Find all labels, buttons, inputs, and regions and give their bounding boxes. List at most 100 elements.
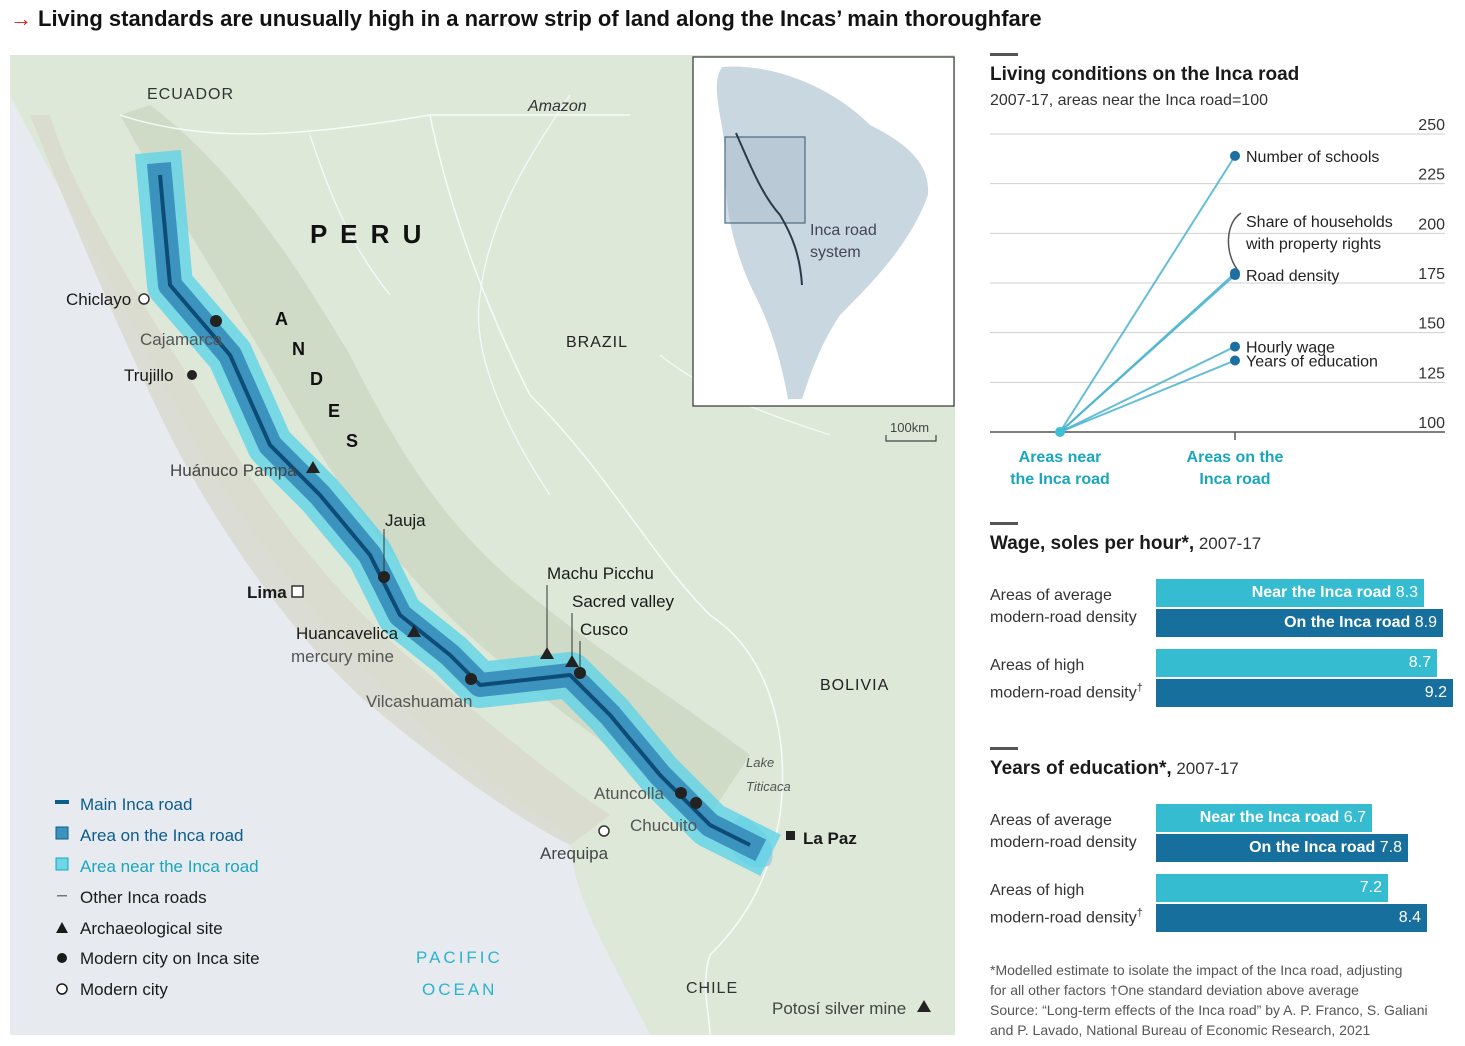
potosi-marker bbox=[917, 1000, 931, 1012]
lima-marker bbox=[291, 585, 304, 598]
place-trujillo: Trujillo bbox=[124, 366, 173, 385]
series-point bbox=[1230, 341, 1240, 352]
place-cusco: Cusco bbox=[580, 620, 628, 639]
bar-value: 8.4 bbox=[1398, 909, 1421, 926]
legend-main-road: Main Inca road bbox=[80, 795, 192, 814]
label-andes: A N D E S bbox=[275, 309, 358, 451]
place-huanuco: Huánuco Pampa bbox=[170, 461, 297, 480]
series-label: Number of schools bbox=[1246, 149, 1379, 166]
bar-value: 8.3 bbox=[1395, 584, 1418, 601]
y-tick-label: 200 bbox=[1418, 216, 1445, 233]
legend-near-road: Area near the Inca road bbox=[80, 857, 259, 876]
group-label: Areas of high modern-road density† bbox=[990, 882, 1143, 927]
y-tick-label: 100 bbox=[1418, 415, 1445, 432]
wage-panel-rule bbox=[990, 522, 1018, 525]
x-category-label: Inca road bbox=[1199, 471, 1270, 488]
place-machu-picchu: Machu Picchu bbox=[547, 564, 654, 583]
education-title-period: 2007-17 bbox=[1171, 759, 1239, 778]
bar-near-inca-road: Near the Inca road 6.7 bbox=[1156, 804, 1372, 832]
place-huancavelica: Huancavelica bbox=[296, 624, 399, 643]
x-category-label: Areas on the bbox=[1187, 449, 1284, 466]
place-chiclayo: Chiclayo bbox=[66, 290, 131, 309]
huancavelica-marker bbox=[407, 625, 421, 637]
wage-panel-title: Wage, soles per hour*, 2007-17 bbox=[990, 533, 1261, 555]
series-label: Share of households bbox=[1246, 214, 1393, 231]
andes-letter-a: A bbox=[275, 309, 288, 329]
headline-text: Living standards are unusually high in a… bbox=[38, 6, 1042, 31]
legend-city-inca: Modern city on Inca site bbox=[80, 949, 260, 968]
series-line bbox=[1059, 274, 1236, 433]
place-la-paz: La Paz bbox=[803, 829, 857, 848]
chucuito-marker bbox=[690, 797, 702, 809]
bar-on-inca-road: On the Inca road 7.8 bbox=[1156, 834, 1408, 862]
series-point bbox=[1230, 270, 1240, 281]
place-mercury-mine: mercury mine bbox=[291, 647, 394, 666]
arequipa-marker bbox=[598, 825, 610, 837]
living-panel-title: Living conditions on the Inca road bbox=[990, 64, 1300, 85]
chiclayo-marker bbox=[138, 293, 150, 305]
main-inca-road bbox=[158, 174, 751, 847]
series-label-bracket bbox=[1227, 212, 1242, 270]
x-category-label: Areas near bbox=[1019, 449, 1102, 466]
inca-road-map: ECUADOR Amazon P E R U BRAZIL BOLIVIA CH… bbox=[10, 55, 955, 1035]
bar-name: On the Inca road bbox=[1284, 614, 1415, 631]
footnote-line-1: *Modelled estimate to isolate the impact… bbox=[990, 962, 1403, 978]
bar-name: On the Inca road bbox=[1249, 839, 1380, 856]
place-arequipa: Arequipa bbox=[540, 844, 609, 863]
y-tick-label: 225 bbox=[1418, 167, 1445, 184]
y-tick-label: 175 bbox=[1418, 266, 1445, 283]
series-label: with property rights bbox=[1245, 236, 1381, 253]
arrow-icon: → bbox=[10, 6, 32, 31]
andes-highlands bbox=[120, 105, 750, 815]
pacific-ocean bbox=[10, 95, 650, 1035]
legend-other-roads: Other Inca roads bbox=[80, 888, 207, 907]
machu-marker bbox=[540, 647, 554, 659]
label-peru: P E R U bbox=[310, 219, 424, 249]
bar-near-inca-road: Near the Inca road 8.3 bbox=[1156, 579, 1424, 607]
education-panel-title: Years of education*, 2007-17 bbox=[990, 758, 1239, 780]
place-vilcashuaman: Vilcashuaman bbox=[366, 692, 472, 711]
bar-on-inca-road: On the Inca road 8.9 bbox=[1156, 609, 1443, 637]
place-potosi: Potosí silver mine bbox=[772, 999, 906, 1018]
andes-letter-d: D bbox=[310, 369, 323, 389]
y-tick-label: 150 bbox=[1418, 316, 1445, 333]
label-bolivia: BOLIVIA bbox=[820, 677, 889, 694]
series-label: Years of education bbox=[1246, 353, 1378, 370]
wage-title-period: 2007-17 bbox=[1194, 534, 1262, 553]
legend-city: Modern city bbox=[80, 980, 168, 999]
andes-letter-s: S bbox=[346, 431, 358, 451]
legend-on-road-swatch bbox=[55, 826, 69, 840]
wage-title-main: Wage, soles per hour*, bbox=[990, 533, 1195, 554]
place-chucuito: Chucuito bbox=[630, 816, 697, 835]
place-lima: Lima bbox=[247, 583, 287, 602]
education-panel-rule bbox=[990, 747, 1018, 750]
label-brazil: BRAZIL bbox=[566, 334, 628, 351]
label-ecuador: ECUADOR bbox=[147, 86, 234, 103]
footnote: *Modelled estimate to isolate the impact… bbox=[990, 960, 1460, 1040]
bar-value: 6.7 bbox=[1343, 809, 1366, 826]
scale-line bbox=[885, 435, 937, 442]
legend-other-roads-swatch bbox=[57, 895, 67, 897]
living-panel-subtitle: 2007-17, areas near the Inca road=100 bbox=[990, 92, 1268, 109]
origin-point bbox=[1055, 427, 1065, 437]
label-lake: Lake bbox=[746, 755, 774, 770]
bar-value: 9.2 bbox=[1424, 684, 1447, 701]
amazon-river bbox=[477, 94, 571, 496]
bar-value: 8.7 bbox=[1408, 654, 1431, 671]
label-titicaca: Titicaca bbox=[746, 779, 791, 794]
series-line bbox=[1059, 155, 1236, 433]
series-point bbox=[1230, 150, 1240, 161]
series-label: Hourly wage bbox=[1246, 340, 1335, 357]
map-legend: Main Inca road Area on the Inca road Are… bbox=[55, 795, 260, 999]
bar-value: 7.2 bbox=[1359, 879, 1382, 896]
x-category-label: the Inca road bbox=[1010, 471, 1110, 488]
series-point bbox=[1230, 355, 1240, 366]
footnote-line-4: and P. Lavado, National Bureau of Econom… bbox=[990, 1022, 1371, 1038]
bar-on-inca-road: 9.2 bbox=[1156, 679, 1453, 707]
series-line bbox=[1059, 359, 1236, 433]
bar-name: Near the Inca road bbox=[1199, 809, 1344, 826]
place-labels: Chiclayo Cajamarca Trujillo Huánuco Pamp… bbox=[66, 290, 931, 1018]
sacred-marker bbox=[565, 655, 579, 667]
bar-value: 8.9 bbox=[1414, 614, 1437, 631]
legend-archaeological-swatch bbox=[56, 922, 68, 933]
